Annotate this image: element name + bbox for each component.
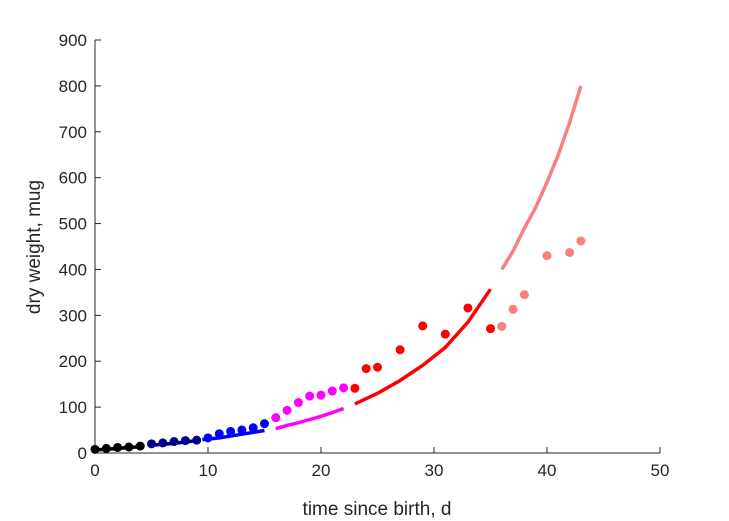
data-point — [339, 383, 349, 393]
fitted-curves — [94, 85, 583, 452]
data-point — [237, 425, 247, 435]
fit-curve — [354, 288, 492, 406]
data-point — [180, 436, 190, 446]
data-point — [542, 251, 552, 261]
fit-curve — [500, 85, 583, 271]
data-point — [486, 324, 495, 334]
y-tick-label: 100 — [59, 398, 87, 417]
data-point — [214, 429, 224, 439]
data-point — [565, 247, 575, 257]
fit-curve — [202, 428, 265, 442]
x-tick-label: 50 — [651, 461, 670, 480]
data-point — [327, 386, 337, 396]
data-point — [192, 435, 202, 445]
y-tick-label: 300 — [59, 306, 87, 325]
y-tick-label: 900 — [59, 31, 87, 50]
data-point — [373, 362, 382, 372]
data-point — [260, 419, 269, 429]
fit-curve — [275, 406, 345, 431]
y-ticks: 0 100 200 300 400 500 600 700 800 900 — [59, 31, 101, 463]
data-point — [519, 290, 529, 300]
data-point — [124, 442, 134, 452]
data-point — [508, 304, 518, 314]
data-point — [248, 423, 258, 433]
y-tick-label: 200 — [59, 352, 87, 371]
x-axis-label: time since birth, d — [303, 499, 452, 520]
data-point — [158, 438, 168, 448]
data-point — [361, 364, 371, 374]
axes: 0 10 20 30 40 50 0 100 200 300 400 500 600 700 800 900 — [59, 31, 670, 480]
data-point — [90, 444, 100, 454]
data-point — [576, 236, 586, 246]
x-tick-label: 10 — [199, 461, 218, 480]
y-tick-label: 0 — [78, 444, 87, 463]
y-tick-label: 800 — [59, 77, 87, 96]
data-point — [440, 329, 450, 339]
data-points — [90, 236, 586, 454]
data-point — [418, 321, 428, 331]
data-point — [113, 442, 123, 452]
data-point — [395, 345, 405, 355]
data-point — [282, 405, 292, 415]
x-ticks: 0 10 20 30 40 50 — [90, 447, 669, 480]
data-point — [135, 441, 145, 451]
data-point — [293, 398, 303, 408]
y-axis-label: dry weight, mug — [24, 180, 45, 314]
data-point — [169, 437, 179, 447]
y-tick-label: 600 — [59, 169, 87, 188]
data-point — [203, 433, 213, 443]
y-tick-label: 700 — [59, 123, 87, 142]
data-point — [271, 413, 281, 423]
data-point — [316, 390, 326, 400]
data-point — [101, 443, 111, 453]
data-point — [305, 391, 315, 401]
y-tick-label: 400 — [59, 260, 87, 279]
data-point — [463, 303, 473, 313]
data-point — [147, 439, 156, 449]
data-point — [350, 383, 360, 393]
x-tick-label: 30 — [425, 461, 444, 480]
data-point — [497, 321, 507, 331]
data-point — [226, 426, 236, 436]
y-tick-label: 500 — [59, 215, 87, 234]
x-tick-label: 0 — [90, 461, 99, 480]
x-tick-label: 20 — [312, 461, 331, 480]
x-tick-label: 40 — [538, 461, 557, 480]
